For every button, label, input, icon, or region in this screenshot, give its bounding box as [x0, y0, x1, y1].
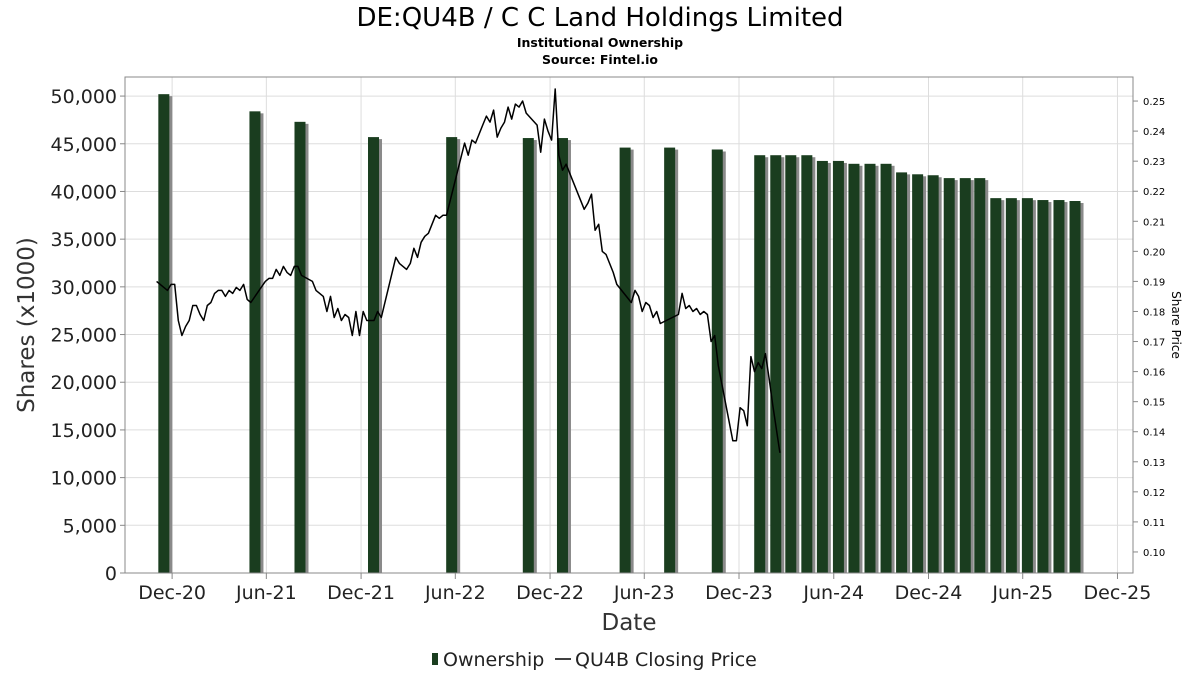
- plot-frame: [124, 76, 1134, 574]
- legend-ownership-swatch: [432, 653, 438, 665]
- ownership-bar: [927, 175, 939, 573]
- y-tick-label: 0: [105, 563, 117, 585]
- chart-subtitle: Institutional Ownership: [517, 35, 683, 50]
- x-tick-label: Dec-21: [327, 582, 395, 604]
- y2-tick-label: 0.17: [1143, 338, 1165, 349]
- x-tick-label: Jun-24: [802, 582, 864, 604]
- y-tick-label: 5,000: [63, 515, 117, 537]
- chart-source: Source: Fintel.io: [542, 52, 658, 67]
- y2-tick-label: 0.15: [1143, 398, 1165, 409]
- ownership-bar: [816, 160, 828, 573]
- y2-tick-label: 0.22: [1143, 187, 1165, 198]
- y-tick-label: 20,000: [51, 372, 117, 394]
- ownership-bar: [943, 178, 955, 573]
- x-tick-label: Dec-24: [895, 582, 963, 604]
- x-axis: Dec-20 Jun-21 Dec-21 Jun-22 Dec-22 Jun-23 Dec-…: [138, 573, 1151, 604]
- x-axis-label: Date: [602, 610, 657, 636]
- ownership-bar: [368, 137, 380, 574]
- ownership-bar: [880, 163, 892, 574]
- y-tick-label: 15,000: [51, 420, 117, 442]
- ownership-bar: [1005, 198, 1017, 573]
- ownership-bar: [522, 138, 534, 574]
- ownership-bar: [1037, 200, 1049, 574]
- y-tick-label: 25,000: [51, 325, 117, 347]
- y2-tick-label: 0.20: [1143, 247, 1165, 258]
- x-tick-label: Dec-20: [138, 582, 206, 604]
- ownership-bar: [249, 111, 261, 573]
- ownership-bar: [1069, 201, 1081, 573]
- ownership-bar: [446, 137, 458, 574]
- y2-tick-label: 0.23: [1143, 157, 1165, 168]
- y-axis-label: Shares (x1000): [14, 237, 40, 413]
- y2-tick-label: 0.16: [1143, 368, 1165, 379]
- x-tick-label: Jun-22: [424, 582, 486, 604]
- ownership-bars: [158, 94, 1084, 574]
- ownership-bar: [896, 172, 908, 573]
- ownership-bar: [619, 147, 631, 574]
- ownership-bar: [801, 155, 813, 573]
- ownership-bar: [1053, 200, 1065, 574]
- x-tick-label: Jun-25: [991, 582, 1053, 604]
- y-tick-label: 35,000: [51, 229, 117, 251]
- y2-tick-label: 0.11: [1143, 518, 1165, 529]
- ownership-bar: [664, 147, 676, 574]
- y-tick-label: 50,000: [51, 86, 117, 108]
- ownership-bar: [912, 174, 924, 574]
- x-tick-label: Dec-23: [705, 582, 773, 604]
- ownership-bar: [1021, 198, 1033, 573]
- ownership-bar: [990, 198, 1002, 573]
- x-tick-label: Jun-23: [613, 582, 675, 604]
- ownership-bar: [848, 163, 860, 574]
- y2-tick-label: 0.24: [1143, 127, 1165, 138]
- ownership-bar: [832, 160, 844, 573]
- ownership-bar: [556, 138, 568, 574]
- legend: Ownership QU4B Closing Price: [432, 649, 757, 671]
- right-axis-label: Share Price: [1169, 291, 1183, 359]
- y-tick-label: 30,000: [51, 277, 117, 299]
- legend-price-label: QU4B Closing Price: [575, 649, 757, 671]
- y-tick-label: 10,000: [51, 468, 117, 490]
- ownership-bar: [294, 121, 306, 573]
- ownership-bar: [974, 178, 986, 573]
- y2-tick-label: 0.18: [1143, 307, 1165, 318]
- y2-tick-label: 0.19: [1143, 277, 1165, 288]
- y2-tick-label: 0.21: [1143, 217, 1165, 228]
- legend-ownership-label: Ownership: [443, 649, 544, 671]
- y-tick-label: 40,000: [51, 181, 117, 203]
- chart-title: DE:QU4B / C C Land Holdings Limited: [356, 3, 843, 33]
- y2-tick-label: 0.12: [1143, 488, 1165, 499]
- x-tick-label: Dec-22: [516, 582, 584, 604]
- y2-tick-label: 0.14: [1143, 428, 1165, 439]
- price-series-line: [156, 88, 781, 453]
- y-tick-label: 45,000: [51, 134, 117, 156]
- ownership-bar: [959, 178, 971, 573]
- x-tick-label: Dec-25: [1084, 582, 1152, 604]
- y2-tick-label: 0.13: [1143, 458, 1165, 469]
- price-line: [156, 88, 781, 453]
- ownership-bar: [785, 155, 797, 573]
- x-tick-label: Jun-21: [235, 582, 297, 604]
- ownership-bar: [770, 155, 782, 573]
- ownership-bar: [864, 163, 876, 574]
- left-axis: 0 5,000 10,000 15,000 20,000 25,000 30,000 35,0…: [51, 86, 125, 585]
- y2-tick-label: 0.25: [1143, 97, 1165, 108]
- ownership-bar: [158, 94, 170, 574]
- y2-tick-label: 0.10: [1143, 548, 1165, 559]
- right-axis: 0.10 0.11 0.12 0.13 0.14 0.15 0.16 0.17 0.18 0.19…: [1133, 97, 1165, 559]
